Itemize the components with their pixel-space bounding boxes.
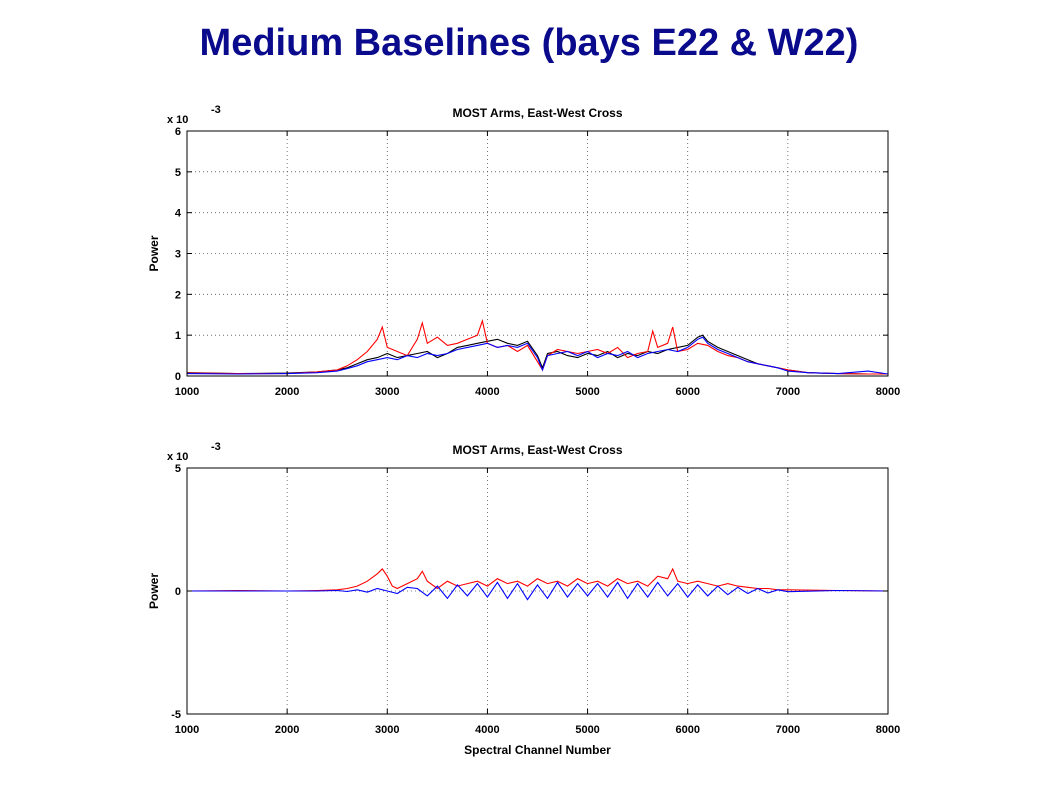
chart-1: 1000 2000 3000 4000 5000 6000 7000 8000 0 1 2 3 4 5 6x… xyxy=(147,104,900,398)
plot-area xyxy=(187,131,888,376)
x-tick-label: 7000 xyxy=(776,724,800,736)
x-tick-label: 3000 xyxy=(375,724,399,736)
y-multiplier: x 10 xyxy=(167,451,188,463)
series-line-2 xyxy=(187,581,889,601)
y-tick-label: 1 xyxy=(175,330,181,342)
y-tick-label: 5 xyxy=(175,167,181,179)
x-tick-label: 1000 xyxy=(175,386,199,398)
y-tick-label: 0 xyxy=(175,371,181,383)
x-tick-label: 8000 xyxy=(876,386,900,398)
y-tick-label: 0 xyxy=(175,586,181,598)
y-multiplier: x 10 xyxy=(167,114,188,126)
x-tick-label: 2000 xyxy=(275,386,299,398)
y-exponent: -3 xyxy=(211,104,221,116)
series-line-1 xyxy=(186,567,889,592)
x-tick-label: 5000 xyxy=(575,386,599,398)
y-axis-label: Power xyxy=(147,235,161,271)
chart-title: MOST Arms, East-West Cross xyxy=(452,106,622,120)
y-exponent: -3 xyxy=(211,441,221,453)
x-tick-label: 8000 xyxy=(876,724,900,736)
x-axis-label: Spectral Channel Number xyxy=(464,743,611,757)
x-tick-label: 4000 xyxy=(475,724,499,736)
x-tick-label: 4000 xyxy=(475,386,499,398)
x-tick-label: 3000 xyxy=(375,386,399,398)
slide-title: Medium Baselines (bays E22 & W22) xyxy=(199,22,859,64)
x-tick-label: 2000 xyxy=(275,724,299,736)
series-line-1 xyxy=(186,334,888,375)
chart-title: MOST Arms, East-West Cross xyxy=(452,443,622,457)
x-tick-label: 5000 xyxy=(575,724,599,736)
x-tick-label: 6000 xyxy=(675,724,699,736)
y-tick-label: 3 xyxy=(175,249,181,261)
y-tick-label: 4 xyxy=(175,208,182,220)
x-tick-label: 1000 xyxy=(175,724,199,736)
y-tick-label: 5 xyxy=(175,463,181,475)
y-axis-label: Power xyxy=(147,573,161,609)
y-tick-label: -5 xyxy=(171,709,181,721)
y-tick-label: 2 xyxy=(175,289,181,301)
x-tick-label: 6000 xyxy=(675,386,699,398)
series-line-3 xyxy=(186,336,889,375)
x-tick-label: 7000 xyxy=(776,386,800,398)
series-line-2 xyxy=(186,318,888,375)
y-tick-label: 6 xyxy=(175,126,181,138)
chart-2: 1000 2000 3000 4000 5000 6000 7000 8000 -5 0 5x 10… xyxy=(147,441,900,757)
